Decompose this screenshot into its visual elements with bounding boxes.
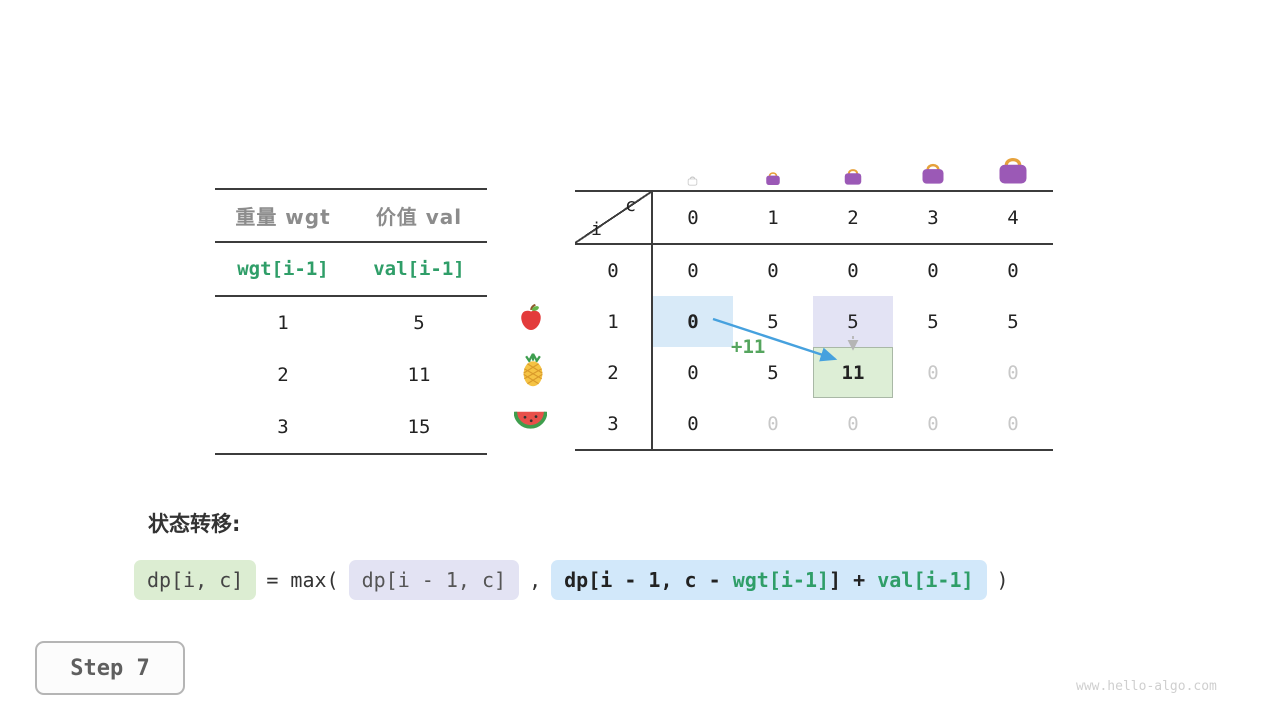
weight-column-header: 重量 wgt xyxy=(235,205,331,229)
formula-comma: , xyxy=(529,568,542,592)
dp-col-header: 1 xyxy=(733,192,813,245)
formula-close-paren: ) xyxy=(996,568,1009,592)
dp-col-header: 2 xyxy=(813,192,893,245)
items-table: 重量 wgt 价值 val wgt[i-1] val[i-1] 1 5 2 11… xyxy=(215,188,487,455)
bag-large-icon xyxy=(919,159,947,185)
formula-result-box: dp[i, c] xyxy=(134,560,257,600)
item-row: 3 15 xyxy=(215,401,487,453)
dp-row-header: 2 xyxy=(575,347,653,398)
item-weight: 3 xyxy=(277,416,289,438)
dp-cell-future: 0 xyxy=(927,412,939,435)
dp-row-header: 0 xyxy=(575,245,653,296)
dp-cell: 0 xyxy=(1007,259,1019,282)
formula-option1-box: dp[i - 1, c] xyxy=(348,560,520,600)
dp-cell-future: 0 xyxy=(1007,361,1019,384)
capacity-axis-label: c xyxy=(625,195,636,216)
dp-cell-source: 0 xyxy=(653,296,733,347)
item-weight: 1 xyxy=(277,312,289,334)
transition-formula: dp[i, c] = max( dp[i - 1, c] , dp[i - 1,… xyxy=(134,560,1009,600)
step-indicator: Step 7 xyxy=(35,641,185,695)
item-value: 11 xyxy=(407,364,431,386)
dp-cell: 5 xyxy=(927,310,939,333)
item-value: 5 xyxy=(413,312,425,334)
dp-cell-future: 0 xyxy=(1007,412,1019,435)
dp-col-header: 0 xyxy=(653,192,733,245)
plus-value-label: +11 xyxy=(731,336,766,358)
dp-cell: 0 xyxy=(687,259,699,282)
dp-cell-future: 0 xyxy=(847,412,859,435)
watermark: www.hello-algo.com xyxy=(1076,679,1217,694)
dp-cell-future: 0 xyxy=(927,361,939,384)
pineapple-icon xyxy=(518,352,548,388)
item-row: 1 5 xyxy=(215,297,487,349)
bag-empty-icon xyxy=(686,174,699,186)
dp-cell: 0 xyxy=(847,259,859,282)
formula-option2-box: dp[i - 1, c - wgt[i-1]] + val[i-1] xyxy=(551,560,987,600)
dp-cell-current: 11 xyxy=(813,347,893,398)
apple-icon xyxy=(516,303,546,333)
val-variable-label: val[i-1] xyxy=(373,258,465,280)
formula-option2-part: dp[i - 1, c - xyxy=(564,568,733,592)
item-value: 15 xyxy=(407,416,431,438)
dp-cell: 0 xyxy=(927,259,939,282)
formula-option2-part: ] + xyxy=(829,568,878,592)
item-row: 2 11 xyxy=(215,349,487,401)
dp-corner-cell: c i xyxy=(575,192,653,245)
value-column-header: 价值 val xyxy=(375,205,463,229)
transition-title: 状态转移: xyxy=(148,512,241,536)
dp-cell: 5 xyxy=(767,361,779,384)
dp-cell: 5 xyxy=(1007,310,1019,333)
dp-col-header: 3 xyxy=(893,192,973,245)
item-weight: 2 xyxy=(277,364,289,386)
dp-table: c i 0 1 2 3 4 0 0 0 0 0 0 1 0 5 5 5 5 2 … xyxy=(575,190,1053,451)
bag-medium-icon xyxy=(842,165,864,186)
items-table-variable-row: wgt[i-1] val[i-1] xyxy=(215,243,487,297)
bag-small-icon xyxy=(764,169,782,186)
formula-val-var: val[i-1] xyxy=(877,568,974,592)
formula-eq-max: = max( xyxy=(266,568,339,592)
wgt-variable-label: wgt[i-1] xyxy=(237,258,329,280)
dp-col-header: 4 xyxy=(973,192,1053,245)
item-axis-label: i xyxy=(591,219,602,240)
bag-xlarge-icon xyxy=(995,152,1031,185)
watermelon-icon xyxy=(514,407,547,433)
dp-cell: 0 xyxy=(687,361,699,384)
formula-wgt-var: wgt[i-1] xyxy=(732,568,830,592)
dp-row-header: 3 xyxy=(575,398,653,449)
dp-row-header: 1 xyxy=(575,296,653,347)
dp-cell-future: 0 xyxy=(767,412,779,435)
dp-cell: 0 xyxy=(767,259,779,282)
items-table-header-row: 重量 wgt 价值 val xyxy=(215,190,487,243)
dp-cell: 0 xyxy=(687,412,699,435)
dp-cell-option: 5 xyxy=(813,296,893,347)
